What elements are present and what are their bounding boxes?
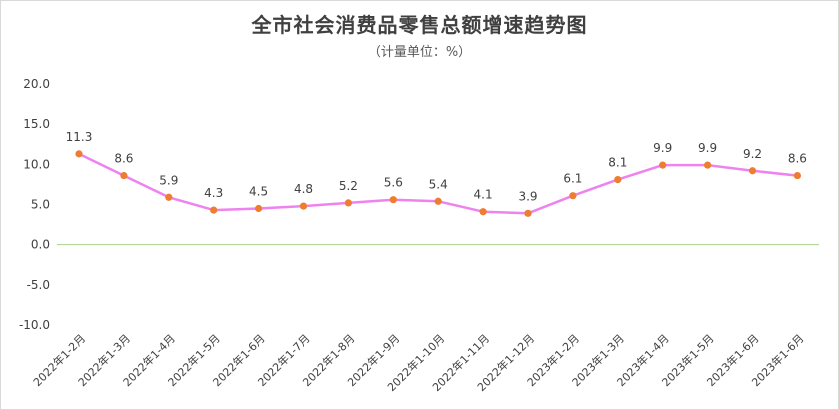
chart-title: 全市社会消费品零售总额增速趋势图 [251, 13, 588, 37]
data-label: 9.2 [743, 147, 762, 161]
data-label: 11.3 [66, 130, 93, 144]
data-label: 8.1 [608, 156, 627, 170]
data-point [524, 209, 532, 217]
data-point [614, 175, 622, 184]
data-label: 4.3 [204, 186, 223, 200]
data-point [210, 206, 218, 214]
data-point [793, 171, 802, 180]
data-label: 5.4 [429, 177, 448, 191]
y-tick-label: 15.0 [23, 117, 50, 131]
data-point [120, 171, 128, 180]
data-label: 9.9 [653, 141, 672, 155]
data-point [389, 196, 397, 204]
data-label: 3.9 [518, 189, 537, 203]
data-label: 4.5 [249, 185, 268, 199]
y-tick-label: -10.0 [19, 318, 50, 332]
chart-subtitle: （计量单位：%） [367, 45, 472, 60]
data-label: 6.1 [563, 172, 582, 186]
data-point [748, 167, 757, 175]
y-tick-label: 0.0 [31, 238, 50, 252]
data-point [75, 150, 83, 158]
data-label: 8.6 [114, 152, 133, 166]
data-point [299, 202, 308, 210]
data-label: 4.8 [294, 182, 313, 196]
data-point [704, 161, 712, 169]
data-label: 5.9 [159, 173, 178, 187]
data-point [434, 197, 442, 205]
data-point [344, 199, 352, 207]
data-label: 5.2 [339, 179, 358, 193]
data-label: 4.1 [474, 188, 493, 202]
y-tick-label: 10.0 [23, 157, 50, 171]
y-tick-label: 5.0 [31, 198, 50, 212]
y-tick-label: 20.0 [23, 77, 50, 91]
data-label: 5.6 [384, 176, 403, 190]
data-label: 9.9 [698, 141, 717, 155]
data-point [479, 208, 487, 216]
data-label: 8.6 [788, 152, 807, 166]
y-tick-label: -5.0 [27, 278, 50, 292]
data-point [255, 204, 263, 213]
data-point [165, 193, 173, 201]
data-point [659, 161, 667, 169]
data-point [569, 192, 577, 200]
